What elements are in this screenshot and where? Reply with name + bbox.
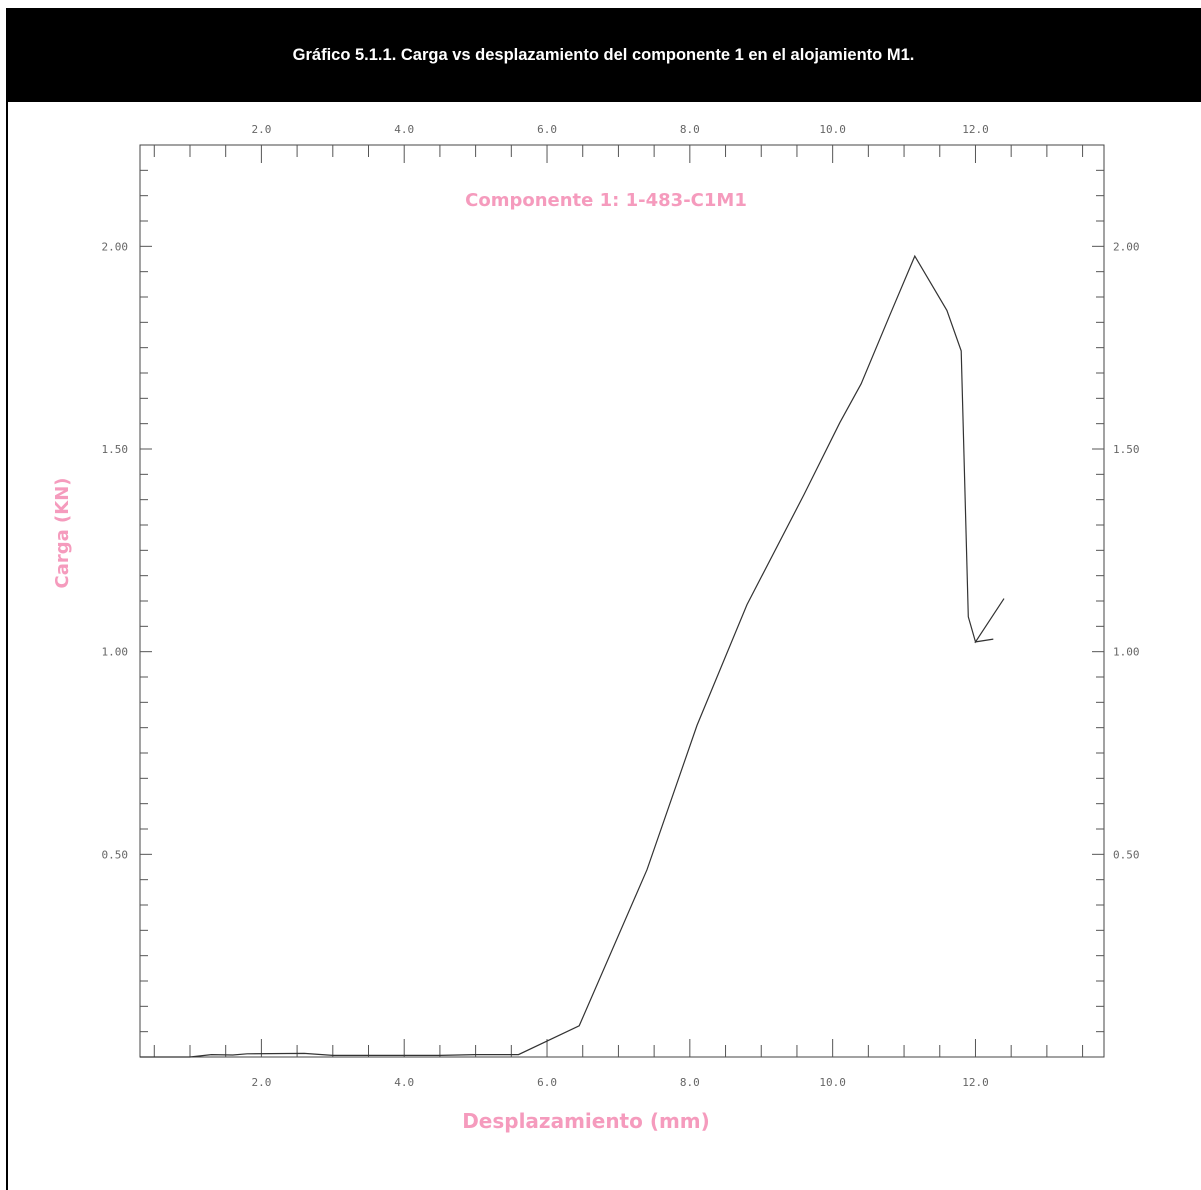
plot-frame bbox=[139, 144, 1105, 1058]
figure-caption-bar: Gráfico 5.1.1. Carga vs desplazamiento d… bbox=[6, 8, 1201, 102]
y-tick-label-left: 0.50 bbox=[102, 848, 129, 861]
x-tick-label-bottom: 4.0 bbox=[394, 1076, 414, 1089]
x-tick-label-top: 6.0 bbox=[537, 123, 557, 136]
chart-title: Componente 1: 1-483-C1M1 bbox=[465, 190, 747, 211]
y-axis-title: Carga (KN) bbox=[52, 478, 73, 589]
x-axis-title: Desplazamiento (mm) bbox=[462, 1109, 710, 1133]
tick-marks bbox=[140, 145, 1104, 1057]
x-tick-label-bottom: 2.0 bbox=[251, 1076, 271, 1089]
load-displacement-line bbox=[140, 254, 1005, 1058]
y-tick-label-left: 1.00 bbox=[102, 646, 129, 659]
figure-frame bbox=[6, 8, 1201, 1190]
x-tick-label-top: 12.0 bbox=[962, 123, 989, 136]
x-tick-label-top: 2.0 bbox=[251, 123, 271, 136]
y-tick-label-left: 2.00 bbox=[102, 240, 129, 253]
y-tick-label-right: 1.50 bbox=[1113, 443, 1140, 456]
y-tick-label-right: 2.00 bbox=[1113, 240, 1140, 253]
x-tick-label-top: 4.0 bbox=[394, 123, 414, 136]
x-tick-label-top: 10.0 bbox=[819, 123, 846, 136]
figure-caption: Gráfico 5.1.1. Carga vs desplazamiento d… bbox=[292, 45, 915, 64]
y-tick-label-right: 0.50 bbox=[1113, 848, 1140, 861]
x-tick-label-bottom: 8.0 bbox=[680, 1076, 700, 1089]
y-tick-label-right: 1.00 bbox=[1113, 646, 1140, 659]
x-tick-label-top: 8.0 bbox=[680, 123, 700, 136]
y-tick-label-left: 1.50 bbox=[102, 443, 129, 456]
tick-labels: 2.0 2.0 4.0 4.0 6.0 6.0 8.0 8.0 10.0 10.0 12.0 12.0… bbox=[102, 123, 1140, 1089]
x-tick-label-bottom: 12.0 bbox=[962, 1076, 989, 1089]
x-tick-label-bottom: 10.0 bbox=[819, 1076, 846, 1089]
x-tick-label-bottom: 6.0 bbox=[537, 1076, 557, 1089]
